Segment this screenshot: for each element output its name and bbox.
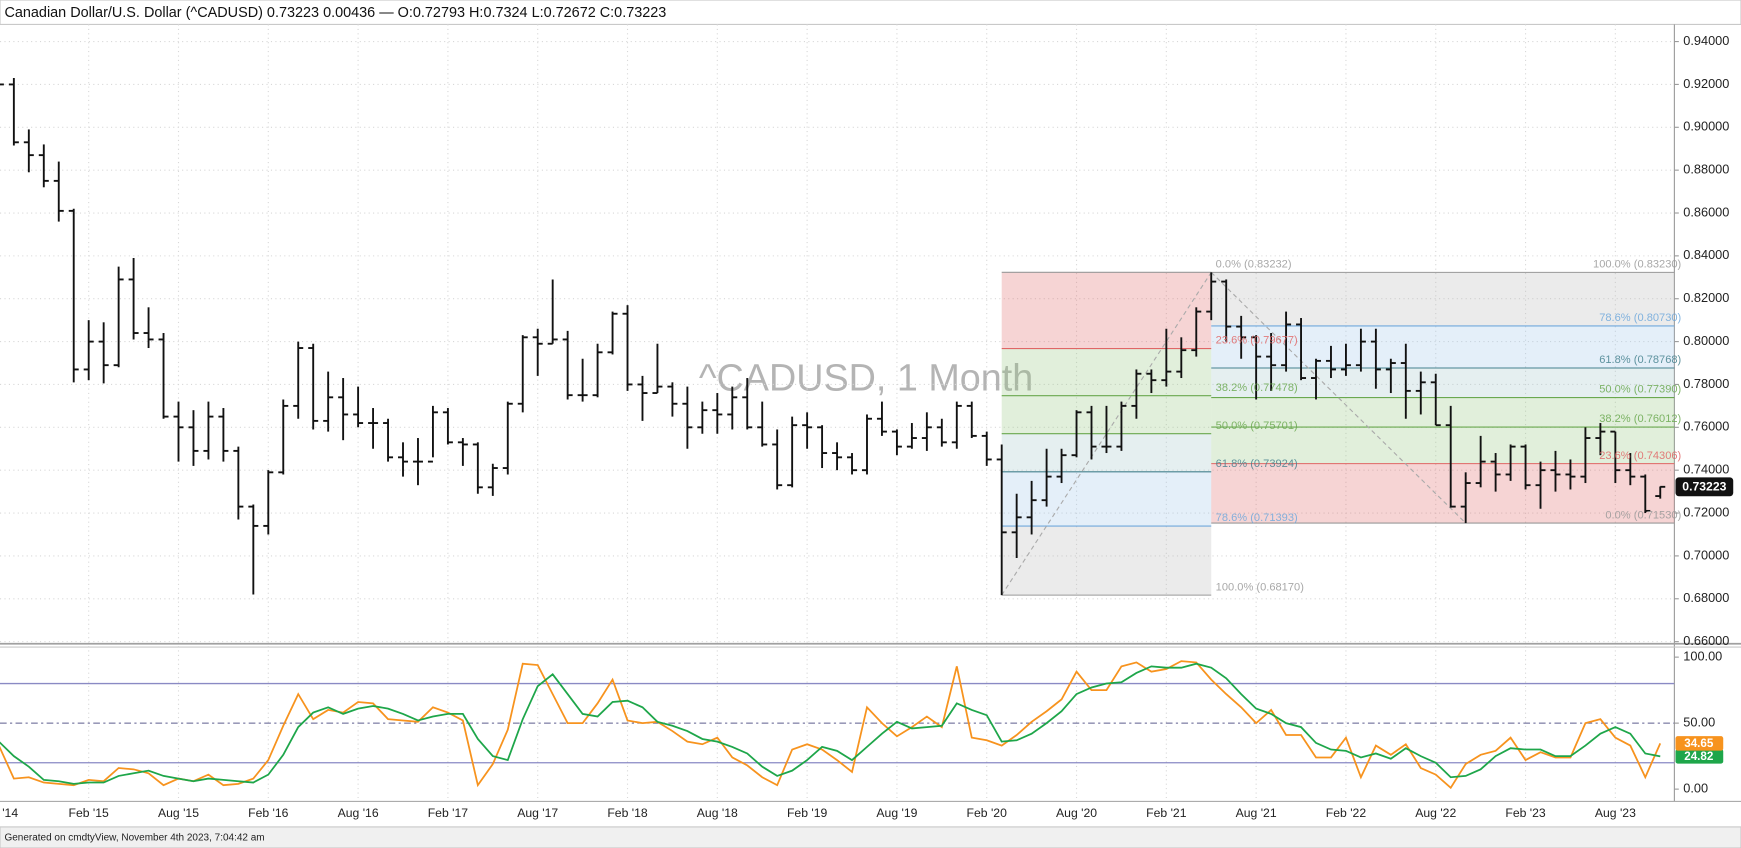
x-tick-label: Feb '17 [428,806,469,820]
fib-level-label: 38.2% (0.76012) [1599,413,1681,425]
stoch-layer [0,660,1675,790]
y-tick-label: 0.70000 [1683,547,1729,562]
x-tick-label: Feb '23 [1505,806,1546,820]
fib-level-label: 50.0% (0.75701) [1216,420,1298,432]
x-tick-label: Feb '19 [787,806,828,820]
fib-trend-line [1210,271,1467,524]
stoch-line [0,662,1661,785]
fib-level-label: 23.6% (0.79677) [1216,335,1298,347]
watermark: ^CADUSD, 1 Month [699,357,1033,399]
last-value-badge [1675,736,1724,751]
last-value-label: 24.82 [1684,750,1714,763]
fib-band [1001,471,1212,527]
y-tick-label: 0.88000 [1683,162,1729,177]
fib-level-label: 100.0% (0.83230) [1593,259,1681,271]
fib-band [1211,463,1675,524]
fib-level-label: 23.6% (0.74306) [1599,450,1681,462]
y-tick-label: 0.94000 [1683,33,1729,48]
last-value-label: 34.65 [1684,737,1714,750]
fib-band [1211,272,1675,326]
x-tick-label: Aug '16 [338,806,379,820]
y-tick-label: 0.84000 [1683,247,1729,262]
x-tick-label: Feb '20 [967,806,1008,820]
fib-level-label: 61.8% (0.73924) [1216,458,1298,470]
y-tick-label: 0.76000 [1683,419,1729,434]
x-tick-label: Aug '15 [158,806,199,820]
fib-layer [1001,271,1675,596]
y-tick-label: 0.92000 [1683,76,1729,91]
grid-layer [0,24,1675,800]
last-price-badge [1675,477,1734,497]
x-tick-label: Aug '23 [1595,806,1636,820]
fib-level-label: 100.0% (0.68170) [1216,581,1304,593]
y-tick-label: 0.74000 [1683,462,1729,477]
fib-band [1211,397,1675,428]
y-tick-label: 100.00 [1683,649,1722,664]
fib-level-label: 61.8% (0.78768) [1599,354,1681,366]
fib-level-label: 50.0% (0.77390) [1599,384,1681,396]
bar-layer [0,77,1666,596]
x-tick-label: Aug '17 [517,806,558,820]
x-tick-label: Aug '21 [1236,806,1277,820]
y-tick-label: 0.80000 [1683,333,1729,348]
x-tick-label: Feb '15 [69,806,110,820]
fib-trend-line [1001,272,1212,596]
fib-level-label: 78.6% (0.71393) [1216,512,1298,524]
last-value-badge [1675,749,1724,764]
x-tick-label: Aug '20 [1056,806,1097,820]
y-tick-label: 0.78000 [1683,376,1729,391]
x-tick-label: Feb '22 [1326,806,1367,820]
fib-band [1001,272,1212,349]
fib-level-label: 38.2% (0.77478) [1216,382,1298,394]
fib-band [1211,367,1675,398]
y-tick-label: 0.72000 [1683,504,1729,519]
y-tick-label: 0.86000 [1683,204,1729,219]
last-price-label: 0.73223 [1682,480,1726,494]
y-tick-label: 0.82000 [1683,290,1729,305]
footer-text: Generated on cmdtyView, November 4th 202… [4,833,264,844]
x-tick-label: Feb '16 [248,806,289,820]
fib-band [1211,325,1675,368]
x-tick-label: Feb '18 [607,806,648,820]
fib-level-label: 0.0% (0.71530) [1605,509,1681,521]
y-tick-label: 0.68000 [1683,590,1729,605]
chart-title: Canadian Dollar/U.S. Dollar (^CADUSD) 0.… [4,5,666,21]
fib-band [1001,526,1212,596]
stoch-line [0,660,1662,790]
fib-band [1211,427,1675,464]
x-tick-label: '14 [2,806,18,820]
x-tick-label: Aug '19 [876,806,917,820]
footer-bar [0,826,1741,848]
y-tick-label: 50.00 [1683,715,1715,730]
fib-level-label: 78.6% (0.80730) [1599,312,1681,324]
header-bar [0,0,1741,25]
x-tick-label: Aug '18 [697,806,738,820]
fib-level-label: 0.0% (0.83232) [1216,258,1292,270]
x-tick-label: Aug '22 [1415,806,1456,820]
y-tick-label: 0.90000 [1683,119,1729,134]
axis-layer: 0.66000 0.68000 0.70000 0.72000 0.74000 0.760… [2,33,1734,820]
x-tick-label: Feb '21 [1146,806,1187,820]
y-tick-label: 0.00 [1683,781,1708,796]
y-tick-label: 0.66000 [1683,633,1729,648]
